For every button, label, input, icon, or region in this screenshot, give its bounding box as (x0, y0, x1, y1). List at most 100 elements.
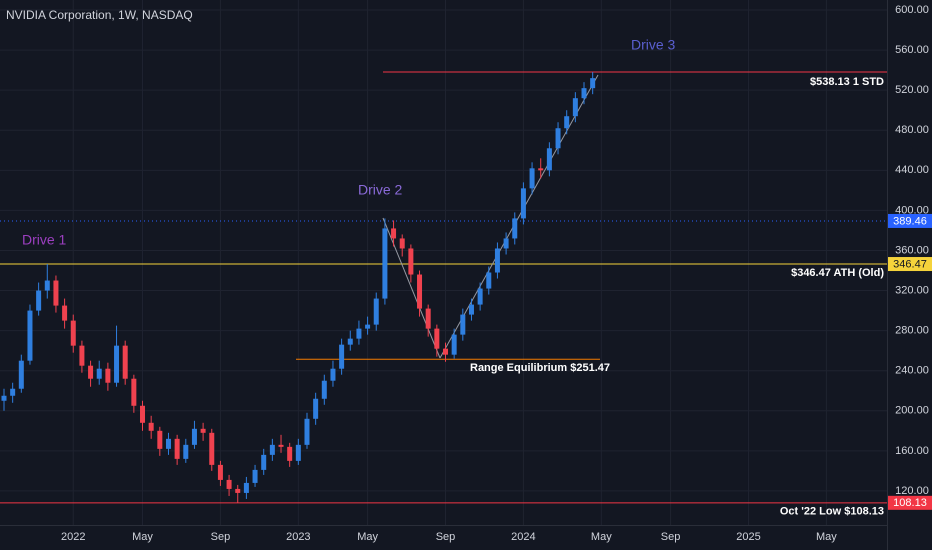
candle-body (581, 88, 587, 99)
candle-body (96, 368, 102, 379)
x-tick-label: Sep (436, 531, 456, 543)
candles (1, 72, 596, 503)
chart-title: NVIDIA Corporation, 1W, NASDAQ (6, 8, 193, 22)
candle-body (191, 428, 197, 445)
candle-body (209, 432, 215, 465)
candle-body (174, 438, 180, 459)
candle-body (339, 344, 345, 369)
trend-line (382, 217, 441, 359)
candle-body (460, 314, 466, 335)
candle-body (295, 444, 301, 461)
candle-body (356, 328, 362, 339)
candle-body (434, 328, 440, 349)
candle-body (529, 168, 535, 189)
candle-body (131, 378, 137, 406)
candle-body (157, 430, 163, 449)
x-tick-label: May (132, 531, 153, 543)
y-tick-label: 480.00 (895, 124, 929, 136)
trend-line (439, 74, 599, 359)
y-tick-label: 200.00 (895, 405, 929, 417)
candle-body (243, 482, 249, 493)
level-label: $538.13 1 STD (810, 76, 884, 88)
candle-body (27, 310, 33, 361)
x-tick-label: May (816, 531, 837, 543)
level-label: Range Equilibrium $251.47 (470, 362, 610, 374)
price-badge-label: 389.46 (893, 215, 927, 227)
candle-body (217, 464, 223, 480)
candle-body (399, 238, 405, 249)
candle-body (321, 380, 327, 399)
y-tick-label: 280.00 (895, 325, 929, 337)
price-badge-label: 346.47 (893, 258, 927, 270)
x-tick-label: 2022 (61, 531, 85, 543)
candle-body (417, 274, 423, 309)
x-tick-label: 2023 (286, 531, 310, 543)
candle-body (590, 78, 596, 89)
candle-body (503, 238, 509, 249)
candle-body (408, 248, 414, 275)
candle-body (451, 334, 457, 355)
y-tick-label: 600.00 (895, 4, 929, 16)
candle-body (183, 444, 189, 459)
price-badge-label: 108.13 (893, 497, 927, 509)
candle-body (140, 405, 146, 423)
x-tick-label: May (591, 531, 612, 543)
annotation: Drive 3 (631, 37, 676, 53)
candle-body (148, 422, 154, 431)
candle-body (304, 418, 310, 445)
labels: 120.00 160.00 200.00 240.00 280.00 320.00 360.… (22, 4, 932, 543)
x-tick-label: Sep (661, 531, 681, 543)
y-tick-label: 520.00 (895, 84, 929, 96)
level-label: Oct '22 Low $108.13 (780, 506, 884, 518)
candle-body (486, 272, 492, 289)
candle-body (373, 298, 379, 325)
price-badge (888, 213, 932, 228)
candle-body (36, 290, 42, 311)
candle-body (520, 188, 526, 219)
x-tick-label: May (357, 531, 378, 543)
candle-body (546, 148, 552, 171)
candle-body (122, 345, 128, 379)
candle-body (10, 388, 16, 396)
price-badge (888, 495, 932, 510)
grid (0, 0, 887, 525)
candle-body (468, 304, 474, 315)
level-label: $346.47 ATH (Old) (791, 267, 884, 279)
candle-body (88, 365, 94, 379)
candle-body (44, 280, 50, 291)
candle-body (165, 438, 171, 449)
candle-body (53, 280, 59, 306)
candle-body (572, 98, 578, 117)
candle-body (200, 428, 206, 433)
candle-body (18, 360, 24, 389)
y-tick-label: 240.00 (895, 365, 929, 377)
y-tick-label: 440.00 (895, 164, 929, 176)
x-tick-label: Sep (211, 531, 231, 543)
annotation: Drive 1 (22, 232, 67, 248)
candle-body (425, 308, 431, 329)
candle-body (252, 469, 258, 483)
candle-body (70, 320, 76, 346)
candle-body (382, 228, 388, 299)
x-tick-label: 2025 (736, 531, 760, 543)
candle-body (512, 218, 518, 239)
candle-body (278, 444, 284, 447)
y-tick-label: 160.00 (895, 445, 929, 457)
candle-body (313, 398, 319, 419)
candle-body (235, 488, 241, 493)
candle-body (538, 168, 544, 171)
candle-body (1, 395, 7, 401)
y-tick-label: 120.00 (895, 485, 929, 497)
candle-body (494, 248, 500, 273)
levels (0, 71, 887, 504)
candle-body (330, 368, 336, 381)
candle-body (391, 228, 397, 239)
candle-body (365, 324, 371, 329)
candle-body (105, 368, 111, 383)
candle-body (261, 454, 267, 470)
candle-body (226, 479, 232, 489)
candle-body (114, 345, 120, 383)
x-tick-label: 2024 (511, 531, 535, 543)
